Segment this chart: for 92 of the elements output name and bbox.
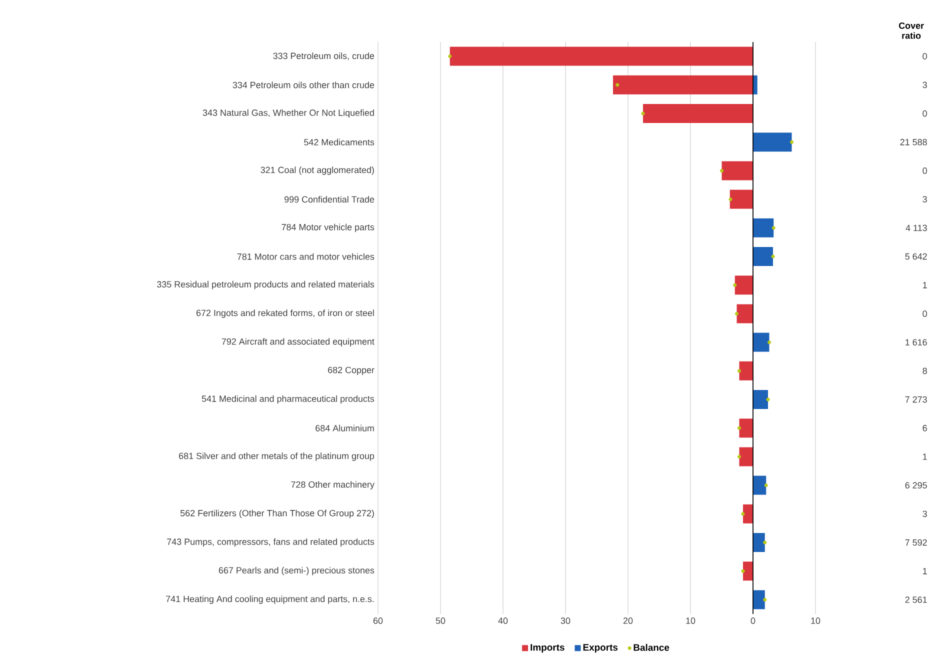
bar xyxy=(753,476,766,495)
text: Cover ratio xyxy=(898,22,924,39)
x-tick-label: 10 xyxy=(811,618,820,624)
x-tick-label: 10 xyxy=(686,618,696,624)
y-tick-label: 784 Motor vehicle parts xyxy=(282,224,374,232)
y-tick-label: 743 Pumps, compressors, fans and related products xyxy=(167,538,374,547)
text: 3 xyxy=(922,196,927,202)
text: 6 xyxy=(922,424,927,432)
point xyxy=(728,198,732,202)
bar xyxy=(739,361,753,380)
bar xyxy=(730,190,753,209)
x-tick-label: 40 xyxy=(498,618,508,624)
bar xyxy=(613,75,753,94)
bar xyxy=(643,104,753,124)
text: 6 295 xyxy=(905,482,927,488)
bar xyxy=(753,590,765,610)
bar xyxy=(743,562,753,581)
point xyxy=(737,454,742,459)
bar xyxy=(743,504,753,524)
text: 1 xyxy=(923,282,927,288)
text: 21 588 xyxy=(900,138,927,146)
legend-label: Balance xyxy=(634,644,670,651)
text: 0 xyxy=(922,110,927,117)
legend-label: Imports xyxy=(530,644,564,653)
x-tick-label: 30 xyxy=(560,618,570,624)
text: 2 561 xyxy=(905,596,927,603)
x-tick-label: 50 xyxy=(436,618,446,624)
y-tick-label: 562 Fertilizers (Other Than Those Of Group 272) xyxy=(180,510,374,518)
bar xyxy=(753,533,765,552)
point xyxy=(616,83,620,87)
y-tick-label: 781 Motor cars and motor vehicles xyxy=(237,253,374,260)
text: 5 642 xyxy=(905,253,927,260)
x-tick-label: 60 xyxy=(373,618,383,624)
y-tick-label: 728 Other machinery xyxy=(291,481,374,490)
text: 4 113 xyxy=(906,224,927,232)
point xyxy=(737,426,742,430)
y-tick-label: 542 Medicaments xyxy=(304,138,374,146)
text: 0 xyxy=(922,168,927,174)
text: 1 xyxy=(923,454,927,460)
y-tick-label: 681 Silver and other metals of the platinum group xyxy=(179,452,374,461)
point xyxy=(448,54,452,58)
point xyxy=(767,340,772,344)
text: 1 xyxy=(923,568,927,574)
bar xyxy=(753,390,768,410)
legend-label: Exports xyxy=(583,644,618,653)
bar xyxy=(753,132,792,152)
point xyxy=(734,312,739,316)
x-tick-label: 0 xyxy=(750,618,756,624)
point xyxy=(641,112,645,116)
y-tick-label: 672 Ingots and rekated forms, of iron or steel xyxy=(196,310,374,318)
bar xyxy=(753,218,774,238)
point xyxy=(764,484,768,488)
point xyxy=(772,226,776,230)
point xyxy=(763,598,767,602)
y-tick-label: 667 Pearls and (semi-) precious stones xyxy=(218,566,374,576)
text: 7 592 xyxy=(905,539,927,546)
text: 0 xyxy=(922,310,927,317)
y-tick-label: 792 Aircraft and associated equipment xyxy=(222,338,374,346)
point xyxy=(720,168,724,173)
bar xyxy=(722,161,753,180)
point xyxy=(771,254,775,258)
y-tick-label: 334 Petroleum oils other than crude xyxy=(232,82,374,88)
text: 8 xyxy=(922,368,927,374)
bar xyxy=(753,247,773,266)
y-tick-label: 335 Residual petroleum products and related materials xyxy=(157,280,374,290)
bar xyxy=(739,418,753,438)
y-tick-label: 541 Medicinal and pharmaceutical products xyxy=(202,395,374,404)
bar xyxy=(450,46,753,66)
point xyxy=(737,369,742,373)
text: 3 xyxy=(922,510,927,518)
bar xyxy=(753,332,770,352)
point xyxy=(741,569,745,573)
x-tick-label: 20 xyxy=(623,618,633,624)
y-tick-label: 333 Petroleum oils, crude xyxy=(273,52,374,60)
bar xyxy=(736,304,753,324)
y-tick-label: 682 Copper xyxy=(328,366,374,375)
y-tick-label: 321 Coal (not agglomerated) xyxy=(260,166,374,175)
y-tick-label: 684 Aluminium xyxy=(316,424,374,432)
point xyxy=(733,283,737,287)
point xyxy=(741,512,745,516)
y-tick-label: 343 Natural Gas, Whether Or Not Liquefied xyxy=(202,109,374,118)
bar xyxy=(739,447,753,466)
text: 0 xyxy=(922,53,927,60)
y-tick-label: 741 Heating And cooling equipment and parts, n.e.s. xyxy=(166,596,374,604)
text: 3 xyxy=(922,82,927,88)
point xyxy=(766,398,770,402)
text: 7 273 xyxy=(905,396,927,403)
point xyxy=(790,140,794,144)
y-tick-label: 999 Confidential Trade xyxy=(284,196,374,203)
point xyxy=(763,540,767,544)
bar xyxy=(734,276,753,295)
text: 1 616 xyxy=(906,339,927,346)
